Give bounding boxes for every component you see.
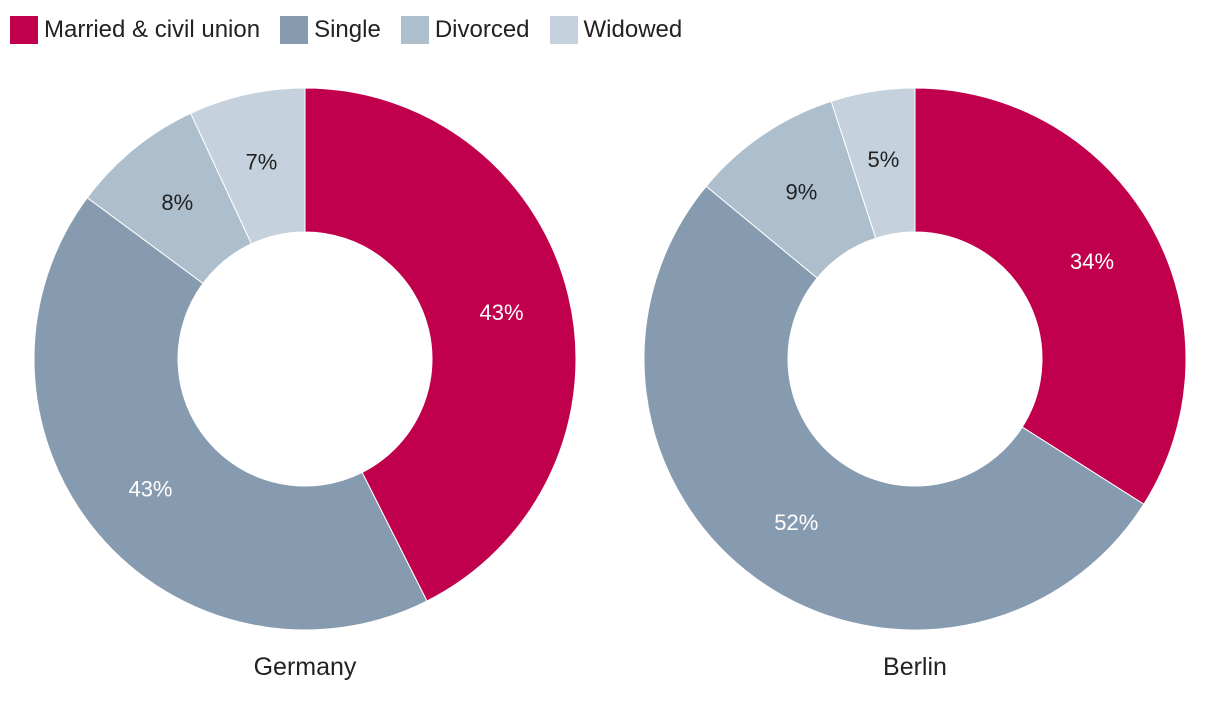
legend-item-widowed: Widowed: [549, 16, 683, 44]
legend-item-divorced: Divorced: [400, 16, 530, 44]
slice-label-berlin-single: 52%: [774, 510, 818, 535]
donut-chart-germany: 43% 43% 8% 7% Germany: [33, 87, 577, 681]
legend-label-widowed: Widowed: [583, 16, 683, 43]
chart-title-berlin: Berlin: [883, 653, 947, 681]
slice-label-germany-divorced: 8%: [161, 190, 193, 215]
donut-slice-berlin-single: [643, 185, 1145, 631]
donut-slice-germany-single: [33, 196, 428, 631]
donut-chart-berlin: 34% 52% 9% 5% Berlin: [643, 87, 1187, 681]
legend-swatch-widowed: [549, 16, 578, 44]
slice-label-berlin-widowed: 5%: [868, 147, 900, 172]
legend-item-single: Single: [280, 16, 381, 44]
donut-slice-germany-widowed: [190, 87, 306, 245]
legend-item-married: Married & civil union: [10, 16, 260, 44]
legend-swatch-divorced: [400, 16, 429, 44]
donut-slice-germany-married: [304, 87, 577, 602]
donut-slice-berlin-widowed: [830, 87, 916, 239]
legend-swatch-married: [10, 16, 38, 44]
legend-label-divorced: Divorced: [434, 16, 530, 43]
chart-title-germany: Germany: [254, 653, 357, 681]
slice-label-germany-widowed: 7%: [245, 149, 277, 174]
slice-label-berlin-divorced: 9%: [786, 179, 818, 204]
legend-label-single: Single: [314, 16, 381, 43]
legend-label-married: Married & civil union: [44, 16, 261, 43]
chart-legend: Married & civil union Single Divorced Wi…: [10, 14, 702, 46]
slice-label-germany-single: 43%: [128, 477, 172, 502]
legend-swatch-single: [280, 16, 309, 44]
slice-label-germany-married: 43%: [480, 300, 524, 325]
slice-label-berlin-married: 34%: [1070, 249, 1114, 274]
donut-slice-berlin-married: [914, 87, 1187, 505]
